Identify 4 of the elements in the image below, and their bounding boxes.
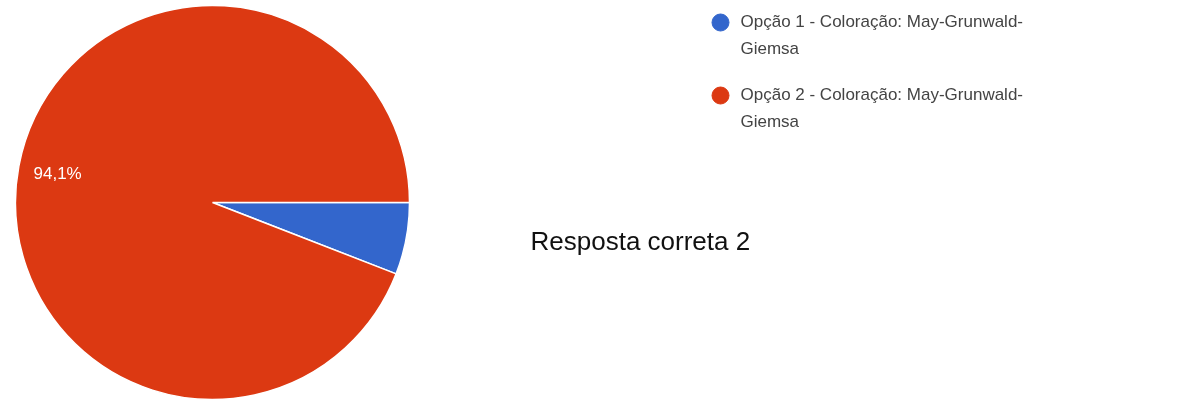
legend-label: Opção 1 - Coloração: May-Grunwald-Giemsa xyxy=(740,11,1024,59)
text: Resposta correta 2 xyxy=(530,225,751,256)
data-label: 94,1% xyxy=(33,163,82,183)
legend-label: Opção 2 - Coloração: May-Grunwald-Giemsa xyxy=(740,84,1024,132)
